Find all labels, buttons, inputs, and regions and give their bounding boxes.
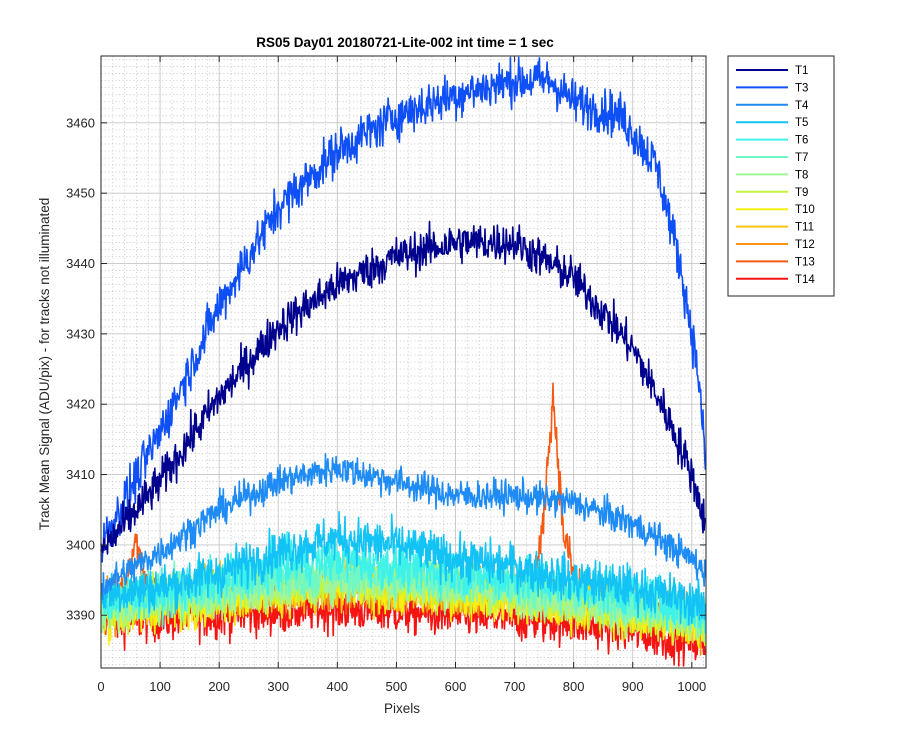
legend-label: T3 [795,82,808,94]
minor-grid [101,56,706,668]
legend-item-t14: T14 [736,274,815,286]
legend-label: T14 [795,274,815,286]
series-line-t4 [100,453,707,601]
y-axis-title: Track Mean Signal (ADU/pix) - for tracks… [37,198,52,531]
x-tick-labels: 0 100 200 300 400 500 600 700 800 900 1000 [97,679,706,694]
legend-label: T11 [795,222,814,234]
series-line-t3 [100,56,707,563]
series-line-t5 [100,510,707,626]
legend-item-t9: T9 [736,187,808,199]
x-tick-label: 900 [622,679,644,694]
y-tick-label: 3420 [66,397,95,412]
y-tick-label: 3410 [66,467,95,482]
legend-label: T6 [795,135,808,147]
legend-box [727,55,835,297]
x-axis-title: Pixels [384,701,420,716]
x-tick-label: 700 [504,679,526,694]
legend-label: T9 [795,187,808,199]
legend-item-t8: T8 [736,169,808,181]
y-tick-label: 3390 [66,608,95,623]
y-tick-labels: 3390 3400 3410 3420 3430 3440 3450 3460 [66,115,95,622]
legend-item-t4: T4 [736,100,809,112]
y-tick-label: 3400 [66,537,95,552]
legend-item-t5: T5 [736,117,808,129]
x-tick-label: 600 [445,679,467,694]
legend-item-t7: T7 [736,152,808,164]
x-tick-label: 300 [267,679,289,694]
y-tick-label: 3430 [66,326,95,341]
legend-item-t1: T1 [736,65,808,77]
x-tick-label: 1000 [677,679,706,694]
axis-ticks [100,56,706,668]
legend-label: T1 [795,65,808,77]
legend-label: T8 [795,169,808,181]
series-line-t1 [100,220,707,555]
legend-item-t13: T13 [736,256,815,268]
y-tick-label: 3460 [66,115,95,130]
legend-item-t10: T10 [736,204,815,216]
legend-label: T4 [795,100,809,112]
x-tick-label: 0 [97,679,104,694]
legend-label: T7 [795,152,808,164]
legend-item-t3: T3 [736,82,808,94]
x-tick-label: 500 [386,679,408,694]
legend-label: T13 [795,256,815,268]
y-tick-label: 3450 [66,186,95,201]
series-line-t10 [100,557,707,649]
x-tick-label: 200 [208,679,230,694]
chart-title: RS05 Day01 20180721-Lite-002 int time = … [256,35,554,50]
legend-item-t12: T12 [736,239,815,251]
y-tick-label: 3440 [66,256,95,271]
legend-label: T5 [795,117,808,129]
x-tick-label: 800 [563,679,585,694]
legend-item-t11: T11 [736,222,814,234]
plot-frame [100,55,707,669]
series-line-t6 [100,531,707,635]
series-layer [100,56,707,667]
x-tick-label: 400 [326,679,348,694]
legend-label: T12 [795,239,815,251]
legend: T1 T3 T4 T5 T6 T7 T8 T9 T10 T11 T12 T13 T14 [727,55,835,297]
x-tick-label: 100 [149,679,171,694]
legend-item-t6: T6 [736,135,808,147]
legend-label: T10 [795,204,815,216]
